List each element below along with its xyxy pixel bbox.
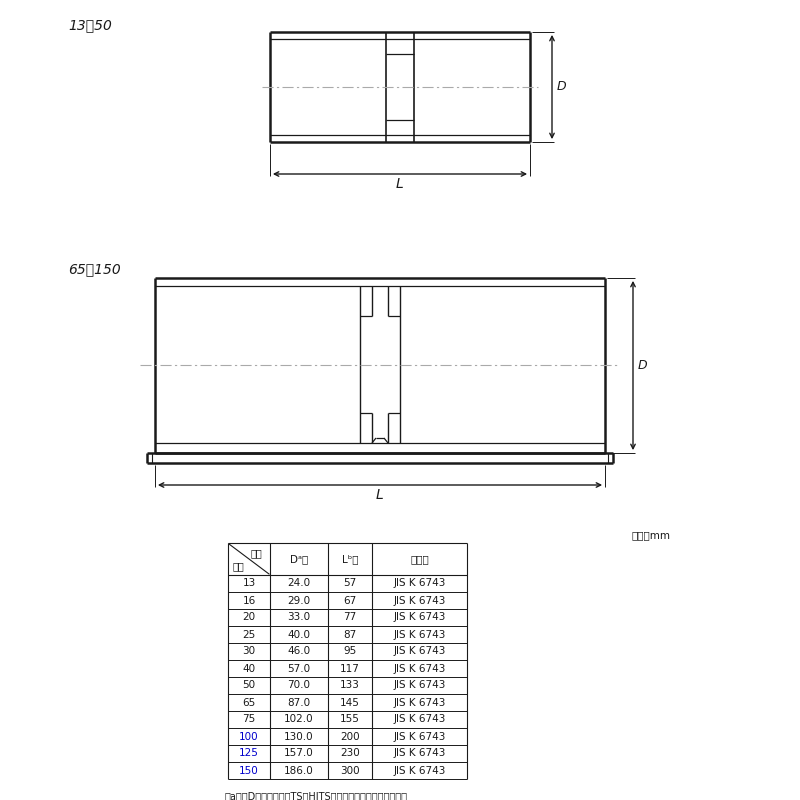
Text: JIS K 6743: JIS K 6743: [394, 663, 446, 674]
Text: JIS K 6743: JIS K 6743: [394, 578, 446, 589]
Text: L: L: [396, 177, 404, 191]
Text: 87.0: 87.0: [287, 698, 310, 707]
Text: 186.0: 186.0: [284, 766, 314, 775]
Text: 16: 16: [242, 595, 256, 606]
Text: 87: 87: [343, 630, 357, 639]
Text: 33.0: 33.0: [287, 613, 310, 622]
Text: 133: 133: [340, 681, 360, 690]
Text: 50: 50: [242, 681, 255, 690]
Text: 13: 13: [242, 578, 256, 589]
Text: JIS K 6743: JIS K 6743: [394, 749, 446, 758]
Text: D: D: [638, 359, 648, 372]
Text: 46.0: 46.0: [287, 646, 310, 657]
Text: 13～50: 13～50: [68, 18, 112, 32]
Text: 75: 75: [242, 714, 256, 725]
Text: 130.0: 130.0: [284, 731, 314, 742]
Text: 300: 300: [340, 766, 360, 775]
Text: 注a）　Dの許容差は、TS・HITS継手受口共通寸法図による。: 注a） Dの許容差は、TS・HITS継手受口共通寸法図による。: [225, 791, 408, 800]
Text: 20: 20: [242, 613, 255, 622]
Text: 150: 150: [239, 766, 259, 775]
Text: Lᵇ）: Lᵇ）: [342, 554, 358, 564]
Text: 29.0: 29.0: [287, 595, 310, 606]
Text: 65: 65: [242, 698, 256, 707]
Text: 155: 155: [340, 714, 360, 725]
Text: 呼径: 呼径: [233, 561, 245, 571]
Text: 157.0: 157.0: [284, 749, 314, 758]
Text: 200: 200: [340, 731, 360, 742]
Text: JIS K 6743: JIS K 6743: [394, 681, 446, 690]
Text: 24.0: 24.0: [287, 578, 310, 589]
Text: 102.0: 102.0: [284, 714, 314, 725]
Text: L: L: [376, 488, 384, 502]
Text: JIS K 6743: JIS K 6743: [394, 613, 446, 622]
Text: 40: 40: [242, 663, 255, 674]
Text: JIS K 6743: JIS K 6743: [394, 595, 446, 606]
Text: 230: 230: [340, 749, 360, 758]
Text: 57.0: 57.0: [287, 663, 310, 674]
Text: 125: 125: [239, 749, 259, 758]
Text: 25: 25: [242, 630, 256, 639]
Text: 記号: 記号: [250, 548, 262, 558]
Text: JIS K 6743: JIS K 6743: [394, 766, 446, 775]
Text: 70.0: 70.0: [287, 681, 310, 690]
Text: JIS K 6743: JIS K 6743: [394, 698, 446, 707]
Text: 規　格: 規 格: [410, 554, 429, 564]
Text: JIS K 6743: JIS K 6743: [394, 731, 446, 742]
Text: JIS K 6743: JIS K 6743: [394, 714, 446, 725]
Text: 40.0: 40.0: [287, 630, 310, 639]
Text: JIS K 6743: JIS K 6743: [394, 646, 446, 657]
Text: D: D: [557, 81, 566, 94]
Text: 57: 57: [343, 578, 357, 589]
Text: JIS K 6743: JIS K 6743: [394, 630, 446, 639]
Text: 単位：mm: 単位：mm: [631, 530, 670, 540]
Text: 117: 117: [340, 663, 360, 674]
Text: 77: 77: [343, 613, 357, 622]
Text: 100: 100: [239, 731, 259, 742]
Text: 67: 67: [343, 595, 357, 606]
Text: 95: 95: [343, 646, 357, 657]
Text: 30: 30: [242, 646, 255, 657]
Text: Dᵃ）: Dᵃ）: [290, 554, 308, 564]
Text: 145: 145: [340, 698, 360, 707]
Text: 65～150: 65～150: [68, 262, 121, 276]
